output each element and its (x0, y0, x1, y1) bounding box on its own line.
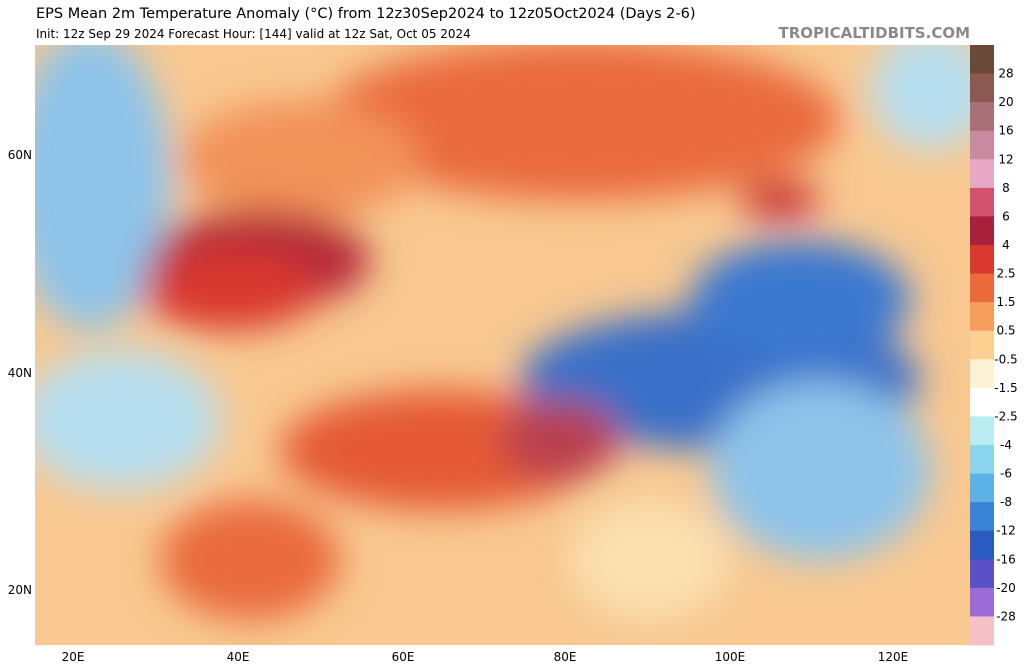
colorbar-label: -2.5 (994, 409, 1017, 423)
colorbar-label: -6 (1000, 467, 1012, 481)
colorbar-swatch (970, 616, 994, 646)
lat-label: 40N (8, 366, 32, 380)
lon-label: 120E (878, 650, 909, 664)
lon-label: 100E (715, 650, 746, 664)
colorbar-label: -12 (996, 524, 1016, 538)
colorbar-swatch (970, 530, 994, 560)
lat-label: 60N (8, 148, 32, 162)
colorbar-label: -20 (996, 581, 1016, 595)
colorbar-swatch (970, 359, 994, 389)
colorbar-label: -0.5 (994, 352, 1017, 366)
colorbar-swatch (970, 445, 994, 475)
colorbar-label: -1.5 (994, 381, 1017, 395)
colorbar-swatch (970, 216, 994, 246)
colorbar-swatch (970, 159, 994, 189)
title: EPS Mean 2m Temperature Anomaly (°C) fro… (36, 6, 696, 22)
colorbar-label: -28 (996, 609, 1016, 623)
colorbar-label: 1.5 (996, 295, 1015, 309)
colorbar-label: 0.5 (996, 324, 1015, 338)
colorbar-label: 2.5 (996, 267, 1015, 281)
lon-label: 80E (554, 650, 577, 664)
colorbar-swatch (970, 502, 994, 532)
colorbar-swatch (970, 187, 994, 217)
colorbar-label: 12 (998, 152, 1013, 166)
site: TROPICALTIDBITS.COM (779, 24, 971, 42)
lat-label: 20N (8, 583, 32, 597)
colorbar-swatch (970, 245, 994, 275)
colorbar-swatch (970, 73, 994, 103)
colorbar-label: 16 (998, 124, 1013, 138)
colorbar-swatch (970, 387, 994, 417)
colorbar-swatch (970, 559, 994, 589)
colorbar-label: 8 (1002, 181, 1010, 195)
colorbar-label: -16 (996, 552, 1016, 566)
colorbar-swatch (970, 130, 994, 160)
lon-label: 20E (62, 650, 85, 664)
colorbar-swatch (970, 102, 994, 132)
colorbar-label: 20 (998, 95, 1013, 109)
colorbar-label: -4 (1000, 438, 1012, 452)
colorbar-swatch (970, 416, 994, 446)
colorbar-swatch (970, 330, 994, 360)
colorbar-label: 4 (1002, 238, 1010, 252)
colorbar-swatch (970, 45, 994, 75)
colorbar-swatch (970, 273, 994, 303)
map (35, 45, 970, 645)
lon-label: 60E (392, 650, 415, 664)
colorbar-label: 6 (1002, 209, 1010, 223)
subtitle: Init: 12z Sep 29 2024 Forecast Hour: [14… (36, 27, 471, 41)
colorbar-swatch (970, 473, 994, 503)
colorbar-label: 28 (998, 67, 1013, 81)
lon-label: 40E (227, 650, 250, 664)
colorbar-swatch (970, 587, 994, 617)
colorbar-swatch (970, 302, 994, 332)
colorbar-label: -8 (1000, 495, 1012, 509)
